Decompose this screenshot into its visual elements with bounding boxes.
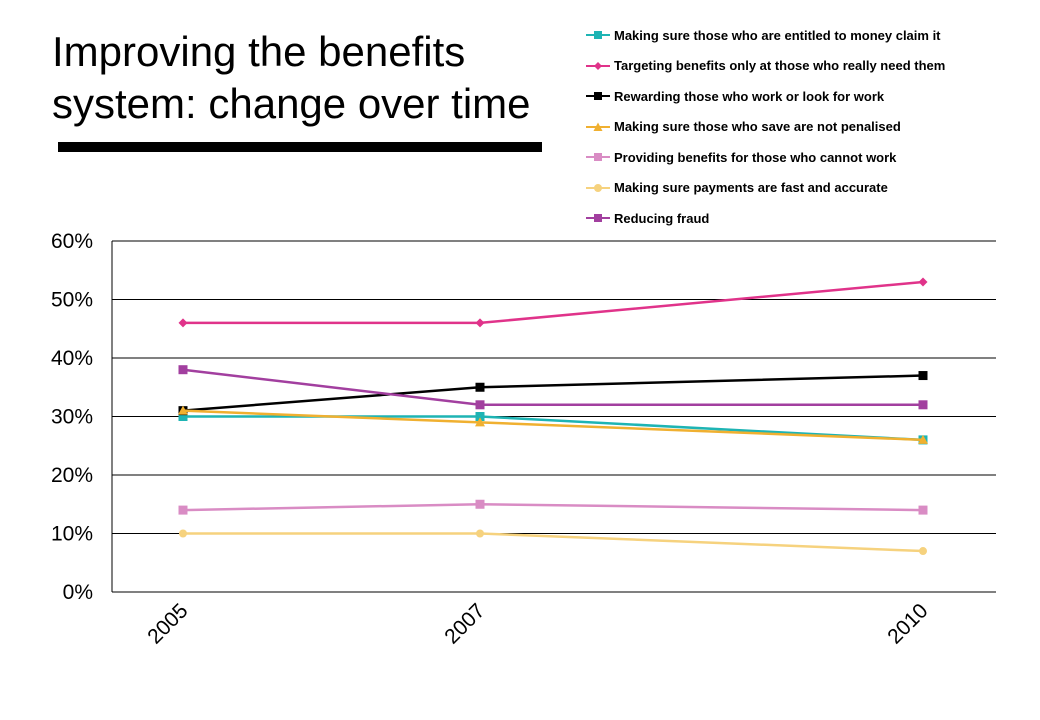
legend-label: Making sure those who are entitled to mo…: [614, 27, 941, 43]
data-point: [475, 400, 485, 410]
slide-title: Improving the benefits system: change ov…: [52, 26, 572, 130]
data-point: [475, 417, 485, 427]
data-point: [918, 371, 928, 381]
legend-item: Making sure payments are fast and accura…: [586, 173, 1026, 204]
data-point: [178, 505, 188, 515]
legend-key: [586, 61, 610, 70]
chart-legend: Making sure those who are entitled to mo…: [586, 20, 1026, 234]
y-tick-label: 20%: [51, 464, 93, 487]
legend-item: Making sure those who are entitled to mo…: [586, 20, 1026, 51]
y-tick-label: 10%: [51, 523, 93, 546]
data-point: [179, 529, 187, 538]
legend-key: [586, 214, 610, 223]
legend-label: Rewarding those who work or look for wor…: [614, 88, 885, 104]
slide-title-line-1: Improving the benefits: [52, 28, 466, 75]
x-tick-label: 2010: [883, 599, 932, 648]
data-point: [476, 529, 484, 538]
slide-title-line-2: system: change over time: [52, 80, 531, 127]
data-point: [178, 405, 188, 415]
legend-item: Rewarding those who work or look for wor…: [586, 81, 1026, 112]
legend-label: Targeting benefits only at those who rea…: [614, 58, 946, 74]
data-point: [178, 412, 188, 421]
data-point: [475, 318, 485, 328]
y-tick-label: 0%: [63, 581, 93, 604]
legend-label: Making sure payments are fast and accura…: [614, 180, 888, 196]
series-line: [182, 409, 924, 442]
legend-key: [586, 92, 610, 101]
title-underline-bar: [58, 142, 542, 152]
legend-item: Providing benefits for those who cannot …: [586, 142, 1026, 173]
data-point: [475, 382, 485, 392]
legend-item: Making sure those who save are not penal…: [586, 112, 1026, 143]
legend-label: Providing benefits for those who cannot …: [614, 149, 897, 165]
data-point: [178, 365, 188, 375]
legend-label: Making sure those who save are not penal…: [614, 119, 901, 135]
legend-key: [586, 153, 610, 162]
data-point: [475, 499, 485, 509]
y-tick-label: 50%: [51, 289, 93, 312]
data-point: [918, 505, 928, 515]
series-line: [182, 368, 923, 407]
series-line: [183, 532, 924, 553]
y-tick-label: 40%: [51, 347, 93, 370]
legend-item: Targeting benefits only at those who rea…: [586, 51, 1026, 82]
series-line: [183, 280, 924, 325]
legend-label: Reducing fraud: [614, 210, 710, 226]
data-point: [918, 434, 928, 444]
x-tick-label: 2005: [143, 599, 192, 648]
legend-item: Reducing fraud: [586, 203, 1026, 234]
legend-key: [586, 122, 610, 131]
data-point: [178, 318, 188, 328]
y-tick-label: 60%: [51, 230, 93, 253]
legend-key: [586, 31, 610, 40]
legend-key: [586, 183, 610, 192]
data-point: [475, 412, 485, 421]
data-point: [919, 547, 927, 556]
data-point: [918, 400, 928, 410]
x-tick-label: 2007: [440, 599, 489, 648]
data-point: [918, 277, 928, 287]
y-tick-label: 30%: [51, 406, 93, 429]
series-line: [182, 502, 924, 512]
